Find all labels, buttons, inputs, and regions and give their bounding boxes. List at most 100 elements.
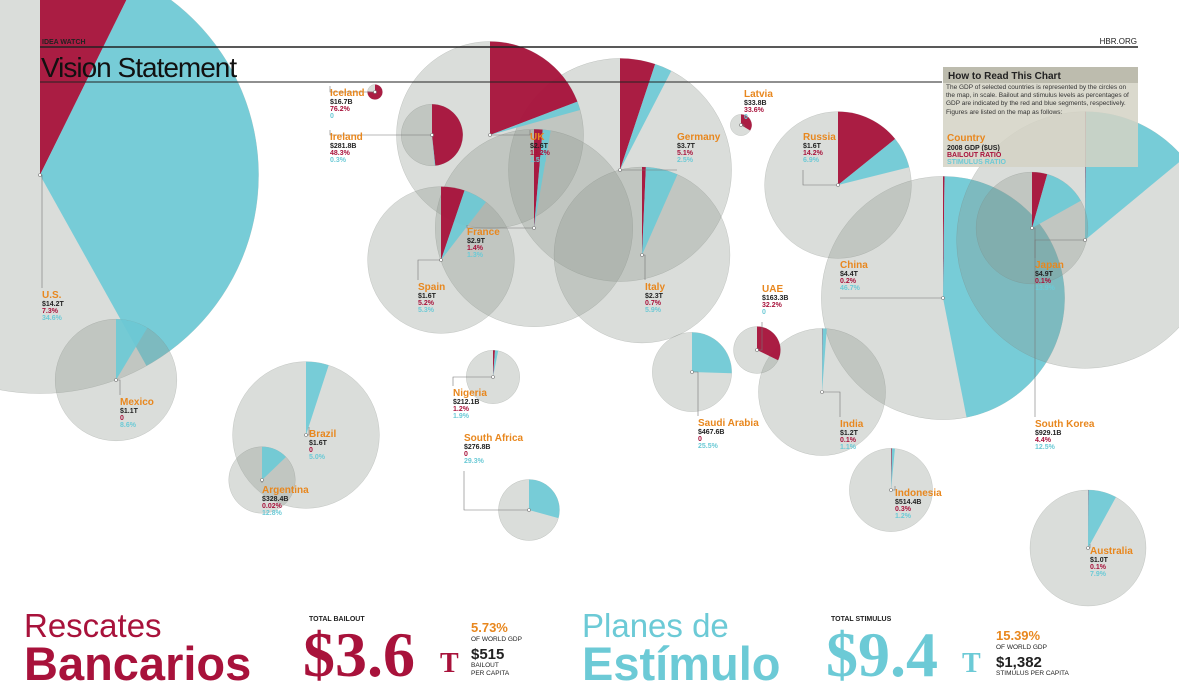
country-name: Nigeria xyxy=(453,388,487,399)
site: HBR.ORG xyxy=(1100,37,1137,46)
leader-dot xyxy=(260,478,264,482)
bailout-label: 0.1% xyxy=(1035,278,1052,285)
gdp-label: $4.4T xyxy=(840,271,859,278)
legend-text: The GDP of selected countries is represe… xyxy=(946,84,1129,116)
stimulus-label: 0.3% xyxy=(330,157,347,164)
stimulus-label: 12.8% xyxy=(262,510,283,517)
legend-gdp: 2008 GDP ($US) xyxy=(947,145,1000,152)
leader-dot xyxy=(755,348,759,352)
gdp-label: $276.8B xyxy=(464,444,490,451)
leader-line xyxy=(329,86,375,93)
stimulus-share: 15.39% xyxy=(996,628,1041,643)
bailout-label: 0.7% xyxy=(645,300,662,307)
leader-line xyxy=(490,130,531,136)
bailout-per-capita-caption: PER CAPITA xyxy=(471,670,510,677)
bailout-label: 4.4% xyxy=(1035,437,1052,444)
leader-dot xyxy=(527,508,531,512)
stimulus-wedge xyxy=(692,332,732,374)
stimulus-label: 0 xyxy=(330,113,334,120)
leader-dot xyxy=(820,390,824,394)
stimulus-label: 34.6% xyxy=(42,315,63,322)
gdp-label: $1.6T xyxy=(418,293,437,300)
country-name: Indonesia xyxy=(895,488,942,499)
stimulus-per-capita-caption: STIMULUS PER CAPITA xyxy=(996,670,1070,677)
stimulus-label: 1.1% xyxy=(840,444,857,451)
stimulus-label: 6.9% xyxy=(803,157,820,164)
gdp-label: $1.6T xyxy=(803,143,822,150)
legend-title: How to Read This Chart xyxy=(948,71,1061,82)
country-name: India xyxy=(840,419,864,430)
stimulus-label: 1.9% xyxy=(453,413,470,420)
leader-dot xyxy=(114,378,118,382)
bailout-per-capita-caption: BAILOUT xyxy=(471,662,499,669)
gdp-label: $328.4B xyxy=(262,496,288,503)
bailout-label: 0 xyxy=(120,415,124,422)
country-name: Australia xyxy=(1090,546,1133,557)
leader-dot xyxy=(532,226,536,230)
stimulus-wedge xyxy=(441,190,486,260)
bailout-label: 5.1% xyxy=(677,150,694,157)
stimulus-label: 1.5% xyxy=(530,157,547,164)
stimulus-amount: $9.4 xyxy=(826,619,938,684)
bailout-wedge xyxy=(441,186,465,260)
country-name: Iceland xyxy=(330,88,364,99)
stimulus-label: 0 xyxy=(762,309,766,316)
bailout-label: 1.4% xyxy=(467,245,484,252)
legend-stimulus: STIMULUS RATIO xyxy=(947,159,1007,166)
leader-dot xyxy=(439,258,443,262)
bailout-wedge xyxy=(534,129,543,228)
stimulus-wedge xyxy=(838,138,910,185)
bailout-wedge xyxy=(943,176,945,298)
stimulus-wedge xyxy=(262,446,286,480)
stimulus-label: 25.5% xyxy=(698,443,719,450)
stimulus-label: 8.6% xyxy=(120,422,137,429)
country-name: Ireland xyxy=(330,132,363,143)
country-name: Japan xyxy=(1035,260,1064,271)
bailout-wedge xyxy=(1032,172,1048,228)
bailout-title-1: Rescates xyxy=(24,607,162,644)
stimulus-wedge xyxy=(534,129,551,228)
country-name: Argentina xyxy=(262,485,309,496)
gdp-label: $3.7T xyxy=(677,143,696,150)
leader-dot xyxy=(836,183,840,187)
bailout-caption: TOTAL BAILOUT xyxy=(309,616,365,623)
stimulus-title-2: Estímulo xyxy=(582,637,780,684)
stimulus-label: 5.9% xyxy=(645,307,662,314)
gdp-label: $4.9T xyxy=(1035,271,1054,278)
bailout-label: 14.2% xyxy=(803,150,824,157)
leader-dot xyxy=(889,488,893,492)
leader-dot xyxy=(304,433,308,437)
bailout-amount: $3.6 xyxy=(303,619,415,684)
bailout-wedge xyxy=(620,58,656,171)
country-name: Brazil xyxy=(309,429,336,440)
legend-head xyxy=(943,67,1138,83)
stimulus-total: Planes de Estímulo TOTAL STIMULUS $9.4 T… xyxy=(582,607,1070,684)
bailout-label: 5.2% xyxy=(418,300,435,307)
stimulus-label: 13.9% xyxy=(1035,285,1056,292)
stimulus-per-capita: $1,382 xyxy=(996,654,1042,671)
bailout-share: 5.73% xyxy=(471,620,508,635)
country-name: France xyxy=(467,227,500,238)
bailout-label: 32.2% xyxy=(762,302,783,309)
country-name: South Africa xyxy=(464,433,524,444)
stimulus-wedge xyxy=(620,64,672,170)
stimulus-wedge xyxy=(490,101,581,135)
gdp-label: $929.1B xyxy=(1035,430,1061,437)
gdp-label: $2.9T xyxy=(467,238,486,245)
leader-dot xyxy=(430,133,434,137)
gdp-label: $514.4B xyxy=(895,499,921,506)
leader-dot xyxy=(373,90,377,94)
leader-dot xyxy=(618,168,622,172)
stimulus-wedge xyxy=(943,176,1065,418)
bailout-label: 0.1% xyxy=(840,437,857,444)
leader-line xyxy=(463,471,529,511)
gdp-label: $1.6T xyxy=(309,440,328,447)
gdp-label: $33.8B xyxy=(744,100,767,107)
gdp-label: $281.8B xyxy=(330,143,356,150)
bailout-unit: T xyxy=(440,648,459,679)
legend-country: Country xyxy=(947,133,986,144)
leader-dot xyxy=(941,296,945,300)
bailout-label: 0.1% xyxy=(1090,564,1107,571)
section: IDEA WATCH xyxy=(42,39,86,46)
bailout-label: 0.02% xyxy=(262,503,283,510)
